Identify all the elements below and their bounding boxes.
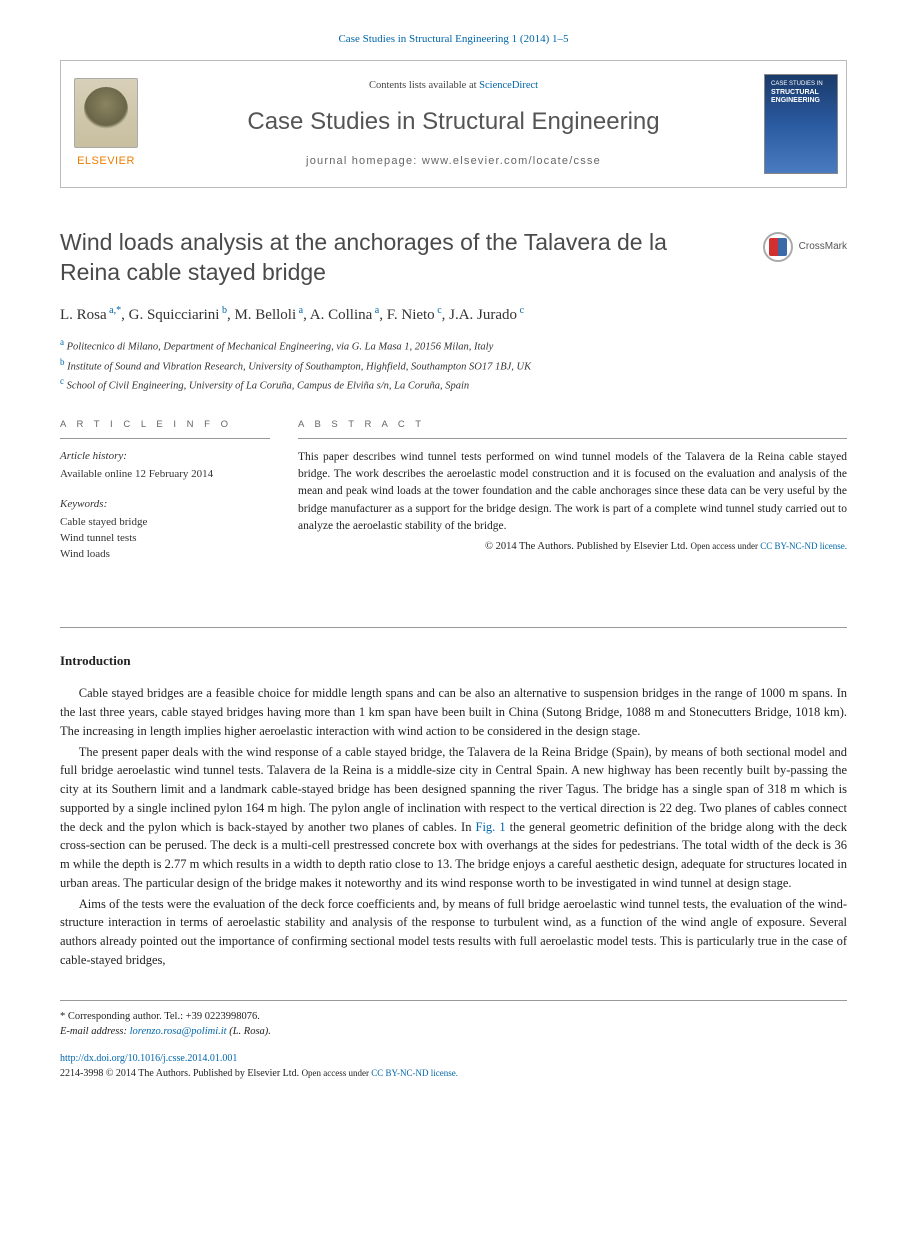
keyword: Wind loads (60, 547, 270, 563)
intro-para-2: The present paper deals with the wind re… (60, 743, 847, 893)
doi-block: http://dx.doi.org/10.1016/j.csse.2014.01… (60, 1051, 847, 1081)
author: M. Belloli a (234, 307, 303, 323)
cover-line-1: CASE STUDIES IN (771, 81, 833, 88)
author-affil-sup: c (435, 305, 442, 316)
fig-1-link[interactable]: Fig. 1 (476, 820, 506, 834)
footer-license-link[interactable]: CC BY-NC-ND license. (371, 1068, 458, 1078)
journal-citation: Case Studies in Structural Engineering 1… (0, 0, 907, 60)
journal-homepage: journal homepage: www.elsevier.com/locat… (306, 154, 601, 170)
author-affil-sup: a (372, 305, 379, 316)
homepage-url[interactable]: www.elsevier.com/locate/csse (422, 155, 601, 167)
sciencedirect-link[interactable]: ScienceDirect (479, 80, 538, 91)
homepage-prefix: journal homepage: (306, 155, 422, 167)
crossmark-label: CrossMark (799, 240, 847, 255)
email-label: E-mail address: (60, 1026, 130, 1037)
keywords-heading: Keywords: (60, 497, 270, 513)
crossmark-badge[interactable]: CrossMark (763, 232, 847, 262)
article-history: Article history: Available online 12 Feb… (60, 449, 270, 483)
crossmark-icon (763, 232, 793, 262)
email-link[interactable]: lorenzo.rosa@polimi.it (130, 1026, 227, 1037)
footer-openaccess-prefix: Open access under (302, 1068, 372, 1078)
journal-name: Case Studies in Structural Engineering (247, 105, 659, 140)
intro-heading: Introduction (60, 652, 847, 671)
keyword: Wind tunnel tests (60, 531, 270, 547)
section-divider (60, 627, 847, 628)
history-text: Available online 12 February 2014 (60, 467, 270, 483)
author: J.A. Jurado c (449, 307, 524, 323)
abstract-label: A B S T R A C T (298, 418, 847, 439)
author-affil-sup: a (296, 305, 303, 316)
journal-header: ELSEVIER Contents lists available at Sci… (60, 60, 847, 188)
page-footer: * Corresponding author. Tel.: +39 022399… (60, 1000, 847, 1081)
article-title: Wind loads analysis at the anchorages of… (60, 228, 700, 288)
doi-link[interactable]: http://dx.doi.org/10.1016/j.csse.2014.01… (60, 1053, 237, 1064)
affiliation: b Institute of Sound and Vibration Resea… (60, 356, 847, 375)
email-suffix: (L. Rosa). (227, 1026, 271, 1037)
article-info-column: A R T I C L E I N F O Article history: A… (60, 418, 270, 576)
author: A. Collina a (310, 307, 379, 323)
article-info-label: A R T I C L E I N F O (60, 418, 270, 439)
affiliations: a Politecnico di Milano, Department of M… (60, 336, 847, 394)
issn-copyright: 2214-3998 © 2014 The Authors. Published … (60, 1068, 299, 1079)
author: F. Nieto c (387, 307, 442, 323)
author: L. Rosa a,* (60, 307, 121, 323)
elsevier-logo: ELSEVIER (61, 61, 151, 187)
abstract-copyright: © 2014 The Authors. Published by Elsevie… (298, 539, 847, 554)
intro-para-1: Cable stayed bridges are a feasible choi… (60, 684, 847, 740)
contents-prefix: Contents lists available at (369, 80, 479, 91)
keyword: Cable stayed bridge (60, 515, 270, 531)
intro-para-3: Aims of the tests were the evaluation of… (60, 895, 847, 970)
elsevier-wordmark: ELSEVIER (77, 154, 135, 170)
contents-available: Contents lists available at ScienceDirec… (369, 78, 538, 93)
openaccess-prefix: Open access under (691, 541, 761, 551)
header-center: Contents lists available at ScienceDirec… (151, 61, 756, 187)
author-affil-sup: b (219, 305, 227, 316)
author: G. Squicciarini b (129, 307, 227, 323)
affiliation: a Politecnico di Milano, Department of M… (60, 336, 847, 355)
elsevier-tree-icon (74, 78, 138, 148)
author-list: L. Rosa a,*, G. Squicciarini b, M. Bello… (60, 304, 847, 327)
keywords-block: Keywords: Cable stayed bridgeWind tunnel… (60, 497, 270, 563)
corresponding-author: * Corresponding author. Tel.: +39 022399… (60, 1009, 847, 1024)
license-link[interactable]: CC BY-NC-ND license. (760, 541, 847, 551)
journal-cover: CASE STUDIES IN STRUCTURAL ENGINEERING (756, 61, 846, 187)
author-affil-sup: a,* (107, 305, 121, 316)
affiliation: c School of Civil Engineering, Universit… (60, 375, 847, 394)
abstract-text: This paper describes wind tunnel tests p… (298, 449, 847, 535)
history-heading: Article history: (60, 449, 270, 465)
copyright-text: © 2014 The Authors. Published by Elsevie… (485, 541, 688, 552)
keywords-list: Cable stayed bridgeWind tunnel testsWind… (60, 515, 270, 563)
abstract-column: A B S T R A C T This paper describes win… (298, 418, 847, 576)
email-line: E-mail address: lorenzo.rosa@polimi.it (… (60, 1024, 847, 1039)
author-affil-sup: c (517, 305, 524, 316)
cover-line-2: STRUCTURAL ENGINEERING (771, 89, 833, 104)
journal-cover-image: CASE STUDIES IN STRUCTURAL ENGINEERING (764, 74, 838, 174)
